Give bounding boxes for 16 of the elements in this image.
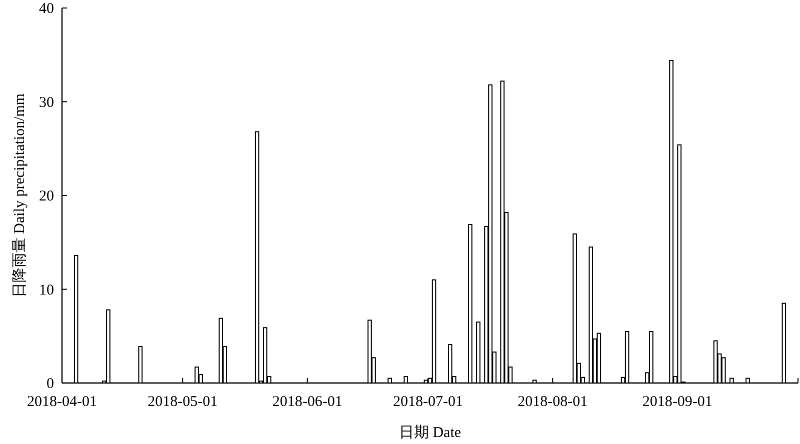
x-tick-label: 2018-08-01 [518, 394, 588, 410]
y-tick-label: 10 [39, 282, 54, 298]
x-tick-label: 2018-04-01 [27, 394, 97, 410]
x-tick-label: 2018-07-01 [392, 394, 463, 410]
x-tick-label: 2018-05-01 [148, 394, 218, 410]
x-axis-title: 日期 Date [398, 424, 462, 441]
bar [677, 144, 682, 384]
y-tick-label: 30 [39, 94, 54, 111]
y-tick-label: 20 [39, 188, 54, 204]
bar [262, 327, 268, 384]
bar [488, 84, 492, 384]
y-tick-label: 0 [46, 376, 54, 392]
y-tick-label: 40 [39, 1, 54, 17]
x-tick-label: 2018-09-01 [642, 394, 712, 410]
x-tick-label: 2018-06-01 [272, 394, 342, 410]
y-axis-title: 日降雨量 Daily precipitation/mm [11, 93, 28, 298]
